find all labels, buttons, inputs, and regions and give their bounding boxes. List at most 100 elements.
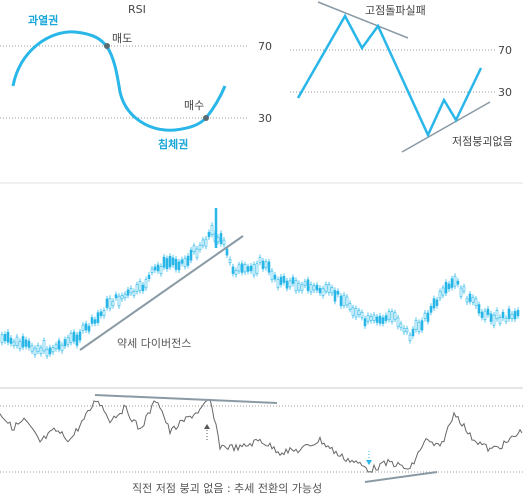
candle-body [393,312,397,320]
candle-body [441,287,445,296]
candle-body [180,259,184,264]
candle-body [90,317,94,324]
candle-body [33,347,37,356]
candle-body [318,287,322,294]
candle-body [339,295,343,307]
oversold-label: 침체권 [158,137,188,151]
candle-body [60,344,64,351]
candle-body [168,255,172,268]
candle-body [195,248,199,258]
candle-body [375,316,379,323]
candle-body [192,245,196,253]
candle-body [420,320,424,331]
candle-body [285,280,289,289]
sell-label: 매도 [112,32,132,45]
candle-body [399,323,403,329]
candle-body [291,277,295,284]
candle-body [255,263,259,274]
candle-body [480,311,484,318]
candle-body [432,298,436,309]
candle-body [48,347,52,355]
failure-swing-curve [296,13,483,139]
candle-body [495,310,499,320]
candle-body [456,280,460,285]
candle-body [474,298,478,307]
candle-body [237,264,241,272]
candle-body [27,340,31,348]
candle-body [267,261,271,273]
candle-body [147,274,151,279]
candle-body [321,288,325,296]
candle-body [459,287,463,297]
candle-body [303,281,307,286]
candle-body [501,312,505,319]
candle-body [201,239,205,246]
osc-arrow-up-icon [204,424,210,429]
price-uptrend-line [79,235,244,351]
candle-body [162,256,166,268]
candle-body [354,308,358,318]
candle-body [273,274,277,280]
candle-body [39,347,43,354]
rsi-title: RSI [128,3,146,16]
candle-body [99,311,103,317]
oscillator-panel: 직전 저점 붕괴 없음 : 추세 전환의 가능성 [0,394,523,495]
candle-body [231,266,235,274]
candle-body [492,314,496,326]
candle-body [408,334,412,341]
candle-body [405,328,409,333]
price-candles [0,208,520,359]
failure-swing-panel: 고점돌파실패 저점붕괴없음 70 30 [290,1,513,153]
trend-reversal-label: 직전 저점 붕괴 없음 : 추세 전환의 가능성 [132,482,322,495]
candle-body [261,260,265,270]
candle-body [171,257,175,266]
candle-body [246,266,250,272]
candle-body [72,331,76,342]
candle-body [183,258,187,267]
candle-body [243,264,247,273]
candle-body [177,261,181,271]
candle-body [234,270,238,275]
candle-body [306,279,310,291]
candle-body [21,336,25,348]
candle-body [117,295,121,307]
candle-body [66,337,70,345]
candle-body [513,311,517,320]
candle-body [81,324,85,331]
candle-body [477,304,481,314]
candle-body [18,341,22,349]
buy-point [203,115,209,121]
candle-body [468,293,472,302]
candle-body [96,312,100,323]
candle-body [15,336,19,346]
candle-body [387,311,391,320]
candle-body [390,311,394,322]
bearish-divergence-label: 약세 다이버전스 [117,336,191,350]
candle-body [336,290,340,295]
candle-body [378,315,382,324]
candle-body [69,333,73,343]
candle-body [435,299,439,306]
candle-body [426,312,430,322]
candle-body [3,333,7,342]
candle-body [138,281,142,291]
candle-body [219,233,223,244]
candle-body [216,236,220,242]
candle-body [228,259,232,263]
candle-body [174,258,178,270]
candle-body [447,283,451,290]
candle-body [129,288,133,294]
candle-body [252,264,256,276]
candle-body [36,345,40,352]
candle-body [249,265,253,272]
candle-body [444,281,448,294]
candle-body [438,291,442,299]
failure-swing-label: 고점돌파실패 [365,4,426,17]
candle-body [75,334,79,346]
candle-body [198,244,202,250]
no-break-label: 저점붕괴없음 [452,135,513,148]
candle-body [186,255,190,266]
level-70-label: 70 [258,40,272,53]
candle-body [483,310,487,320]
